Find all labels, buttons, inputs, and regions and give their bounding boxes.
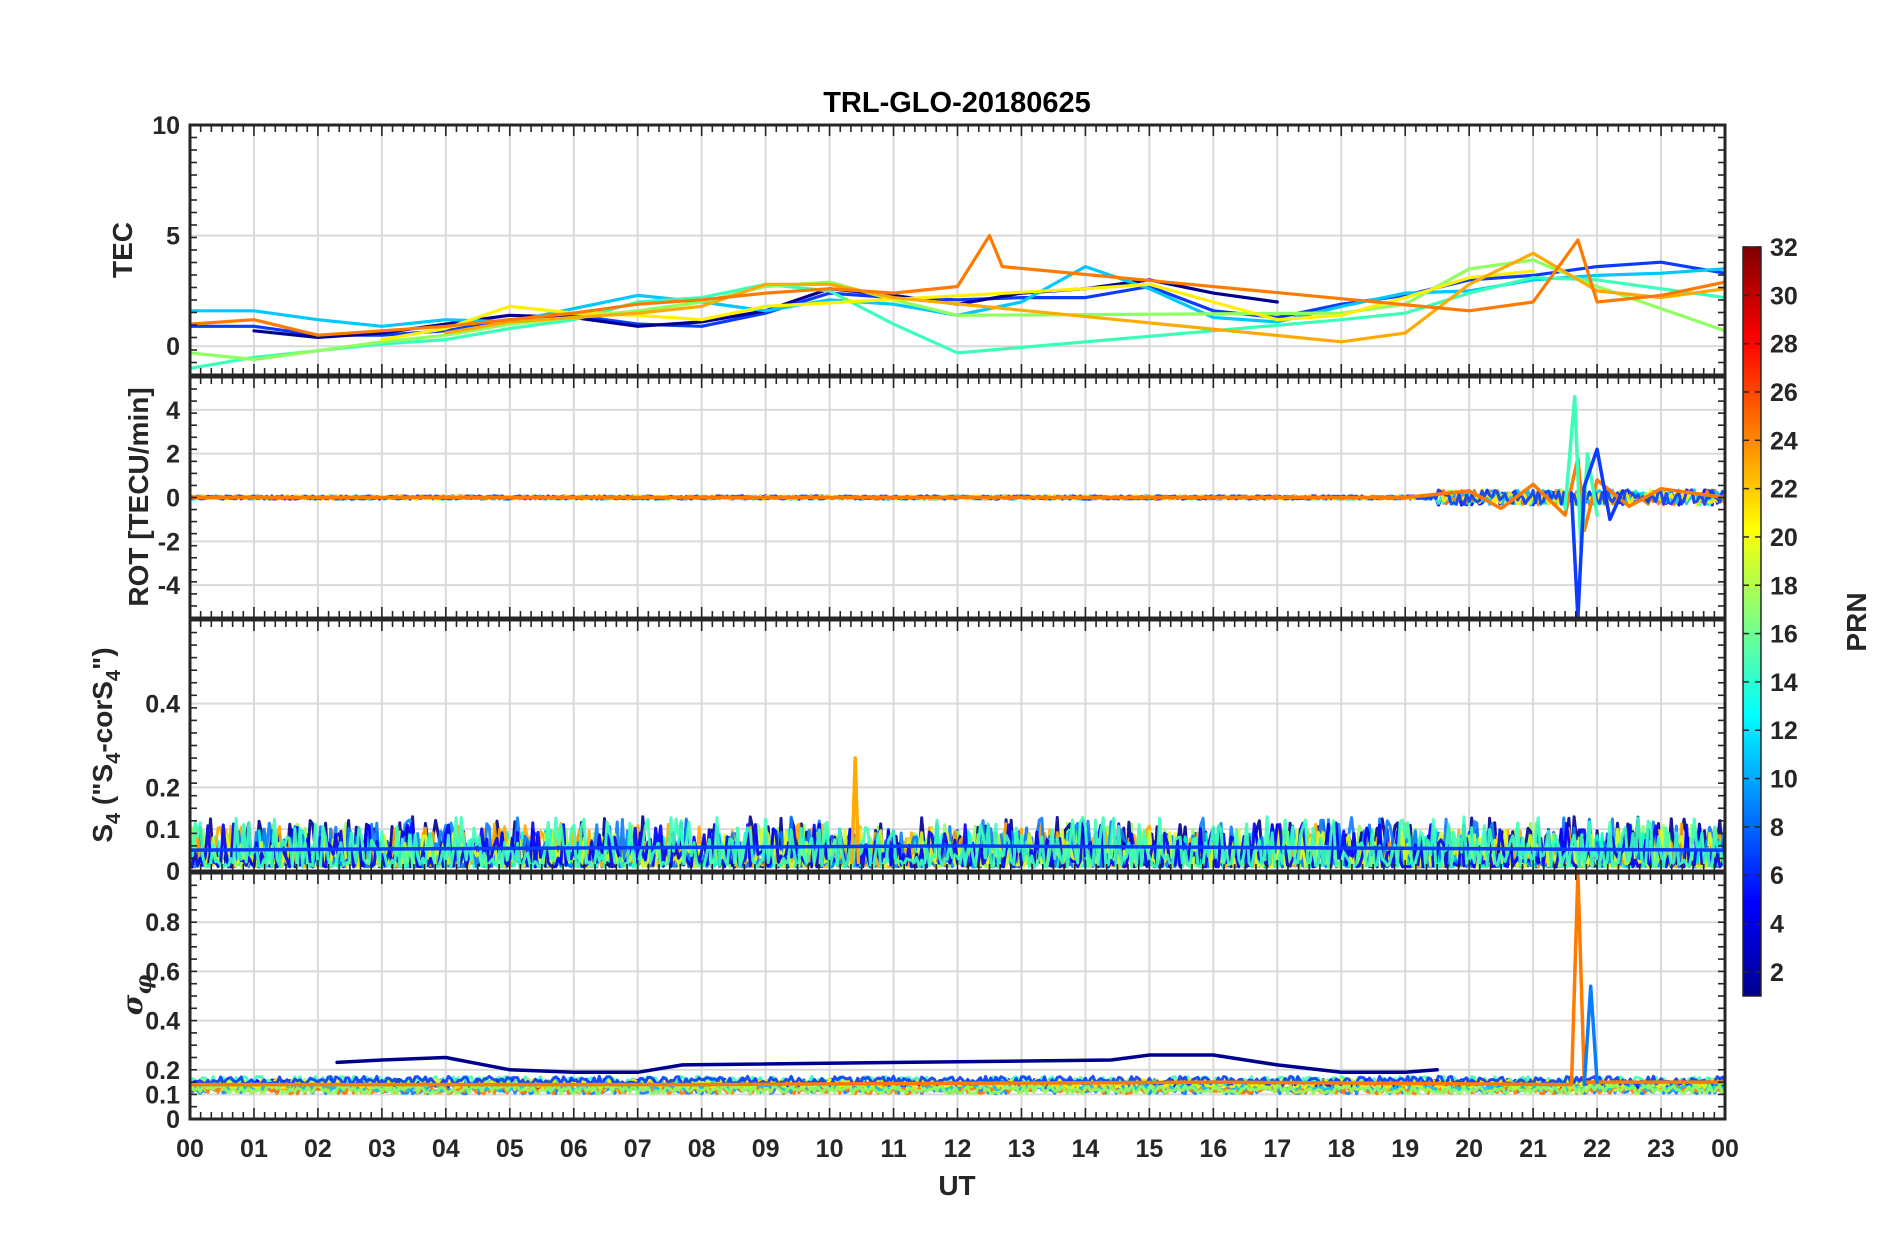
x-tick-label: 09 — [752, 1135, 780, 1163]
colorbar-tick-label: 18 — [1770, 572, 1798, 600]
colorbar-tick-label: 26 — [1770, 379, 1798, 407]
panel-2-plot — [190, 756, 1725, 865]
y-tick-label: 0.4 — [145, 1008, 180, 1036]
colorbar-tick-label: 28 — [1770, 331, 1798, 359]
chart-title: TRL-GLO-20180625 — [823, 87, 1091, 119]
series-prn-8 — [1582, 984, 1599, 1087]
x-tick-label: 23 — [1647, 1135, 1675, 1163]
y-axis-label-tec: TEC — [107, 222, 138, 278]
colorbar-tick-label: 2 — [1770, 959, 1784, 987]
y-tick-label: 0.1 — [145, 816, 180, 844]
y-tick-label: 0.2 — [145, 774, 180, 802]
y-axis-label-rot: ROT [TECU/min] — [123, 387, 154, 606]
x-tick-label: 13 — [1008, 1135, 1036, 1163]
series-prn-24 — [190, 234, 1725, 337]
series-prn-22 — [444, 251, 1725, 344]
y-tick-label: 10 — [152, 112, 180, 140]
y-axis-label-s4: S4 ("S4-corS4") — [87, 647, 125, 842]
x-tick-label: 04 — [432, 1135, 460, 1163]
x-tick-label: 06 — [560, 1135, 588, 1163]
y-tick-label: 4 — [166, 397, 180, 425]
series-prn-24 — [190, 456, 1725, 533]
panel-1-plot — [190, 394, 1725, 618]
series-layer — [190, 234, 1725, 1087]
y-tick-label: 0.8 — [145, 909, 180, 937]
colorbar-tick-label: 4 — [1770, 911, 1784, 939]
x-tick-label: 16 — [1199, 1135, 1227, 1163]
x-tick-label: 08 — [688, 1135, 716, 1163]
x-tick-label: 03 — [368, 1135, 396, 1163]
x-tick-label: 21 — [1519, 1135, 1547, 1163]
y-tick-label: 0.6 — [145, 958, 180, 986]
y-tick-label: -2 — [158, 528, 180, 556]
y-tick-label: -4 — [158, 572, 180, 600]
colorbar-tick-label: 30 — [1770, 282, 1798, 310]
series-prn-5 — [190, 260, 1725, 337]
colorbar-tick-label: 24 — [1770, 427, 1798, 455]
series-prn-15 — [190, 276, 1725, 370]
axes-frames — [188, 123, 1727, 1121]
x-tick-label: 19 — [1391, 1135, 1419, 1163]
y-tick-label: 0 — [166, 333, 180, 361]
y-tick-label: 2 — [166, 441, 180, 469]
colorbar-tick-label: 14 — [1770, 669, 1798, 697]
colorbar-tick-label: 20 — [1770, 524, 1798, 552]
colorbar — [1742, 246, 1762, 997]
svg-text:S4 ("S4-corS4"): S4 ("S4-corS4") — [87, 647, 125, 842]
x-tick-label: 00 — [1711, 1135, 1739, 1163]
colorbar-tick-label: 16 — [1770, 621, 1798, 649]
series-prn-5 — [1569, 447, 1625, 618]
x-tick-labels: 00 01 02 03 04 05 06 07 08 09 10 11 12 13 14 15 16 17 18 19… — [176, 1135, 1739, 1163]
y-tick-label: 5 — [166, 223, 180, 251]
y-tick-label: 0.2 — [145, 1057, 180, 1085]
colorbar-tick-label: 12 — [1770, 717, 1798, 745]
y-tick-label: 0.1 — [145, 1081, 180, 1109]
colorbar-tick-label: 6 — [1770, 862, 1784, 890]
x-tick-label: 22 — [1583, 1135, 1611, 1163]
x-tick-label: 10 — [816, 1135, 844, 1163]
colorbar-label: PRN — [1841, 592, 1872, 651]
series-prn-22 — [850, 756, 861, 865]
x-axis-label: UT — [938, 1170, 975, 1201]
noise-band — [190, 1083, 1725, 1096]
x-tick-label: 05 — [496, 1135, 524, 1163]
x-tick-label: 00 — [176, 1135, 204, 1163]
x-tick-label: 18 — [1327, 1135, 1355, 1163]
x-tick-label: 02 — [304, 1135, 332, 1163]
x-tick-label: 11 — [880, 1135, 907, 1163]
y-tick-label: 0 — [166, 1106, 180, 1134]
y-tick-label: 0 — [166, 485, 180, 513]
grid — [190, 124, 1725, 1119]
x-tick-label: 20 — [1455, 1135, 1483, 1163]
x-tick-label: 17 — [1263, 1135, 1291, 1163]
x-tick-label: 01 — [240, 1135, 268, 1163]
x-tick-label: 12 — [944, 1135, 972, 1163]
colorbar-tick-label: 8 — [1770, 814, 1784, 842]
colorbar-tick-label: 10 — [1770, 766, 1798, 794]
y-tick-label: 0.4 — [145, 691, 180, 719]
panel-0-plot — [190, 234, 1725, 370]
series-prn-2 — [335, 1053, 1439, 1075]
x-tick-label: 07 — [624, 1135, 652, 1163]
x-tick-label: 14 — [1072, 1135, 1100, 1163]
y-tick-label: 0 — [166, 858, 180, 886]
colorbar-tick-label: 22 — [1770, 476, 1798, 504]
panel-3-plot — [190, 873, 1725, 1087]
colorbar-tick-label: 32 — [1770, 234, 1798, 262]
x-tick-label: 15 — [1135, 1135, 1163, 1163]
series-prn-5 — [190, 844, 1725, 852]
